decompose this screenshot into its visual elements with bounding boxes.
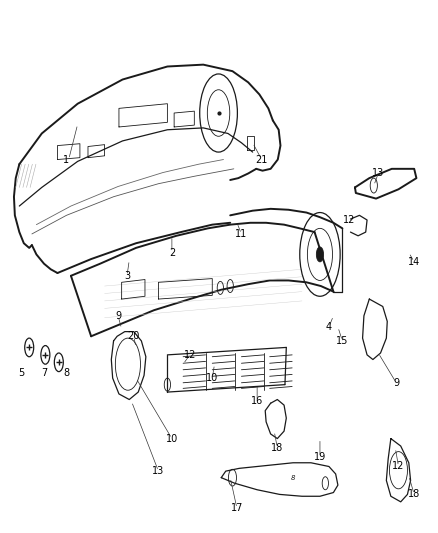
Circle shape bbox=[316, 247, 324, 262]
Text: 19: 19 bbox=[314, 452, 326, 462]
Text: 14: 14 bbox=[408, 257, 420, 267]
Text: 11: 11 bbox=[235, 229, 247, 239]
Text: 8: 8 bbox=[291, 475, 295, 481]
Text: 15: 15 bbox=[336, 336, 349, 346]
Text: 4: 4 bbox=[326, 322, 332, 332]
Text: 12: 12 bbox=[343, 215, 355, 225]
Text: 12: 12 bbox=[392, 462, 405, 472]
Text: 10: 10 bbox=[206, 373, 219, 383]
Text: 9: 9 bbox=[393, 378, 399, 388]
Text: 1: 1 bbox=[64, 155, 70, 165]
Text: 18: 18 bbox=[271, 443, 283, 453]
Text: 13: 13 bbox=[372, 168, 385, 179]
Text: 12: 12 bbox=[184, 350, 196, 360]
Text: 17: 17 bbox=[231, 503, 243, 513]
Text: 9: 9 bbox=[115, 311, 121, 321]
Text: 21: 21 bbox=[255, 155, 268, 165]
Text: 10: 10 bbox=[166, 433, 178, 443]
Text: 7: 7 bbox=[41, 368, 47, 378]
Text: 8: 8 bbox=[64, 368, 70, 378]
Text: 3: 3 bbox=[124, 271, 130, 281]
Text: 2: 2 bbox=[169, 247, 175, 257]
Text: 13: 13 bbox=[152, 466, 165, 476]
Text: 20: 20 bbox=[127, 332, 140, 341]
Text: 5: 5 bbox=[18, 368, 25, 378]
Text: 16: 16 bbox=[251, 397, 263, 406]
Text: 18: 18 bbox=[408, 489, 420, 499]
